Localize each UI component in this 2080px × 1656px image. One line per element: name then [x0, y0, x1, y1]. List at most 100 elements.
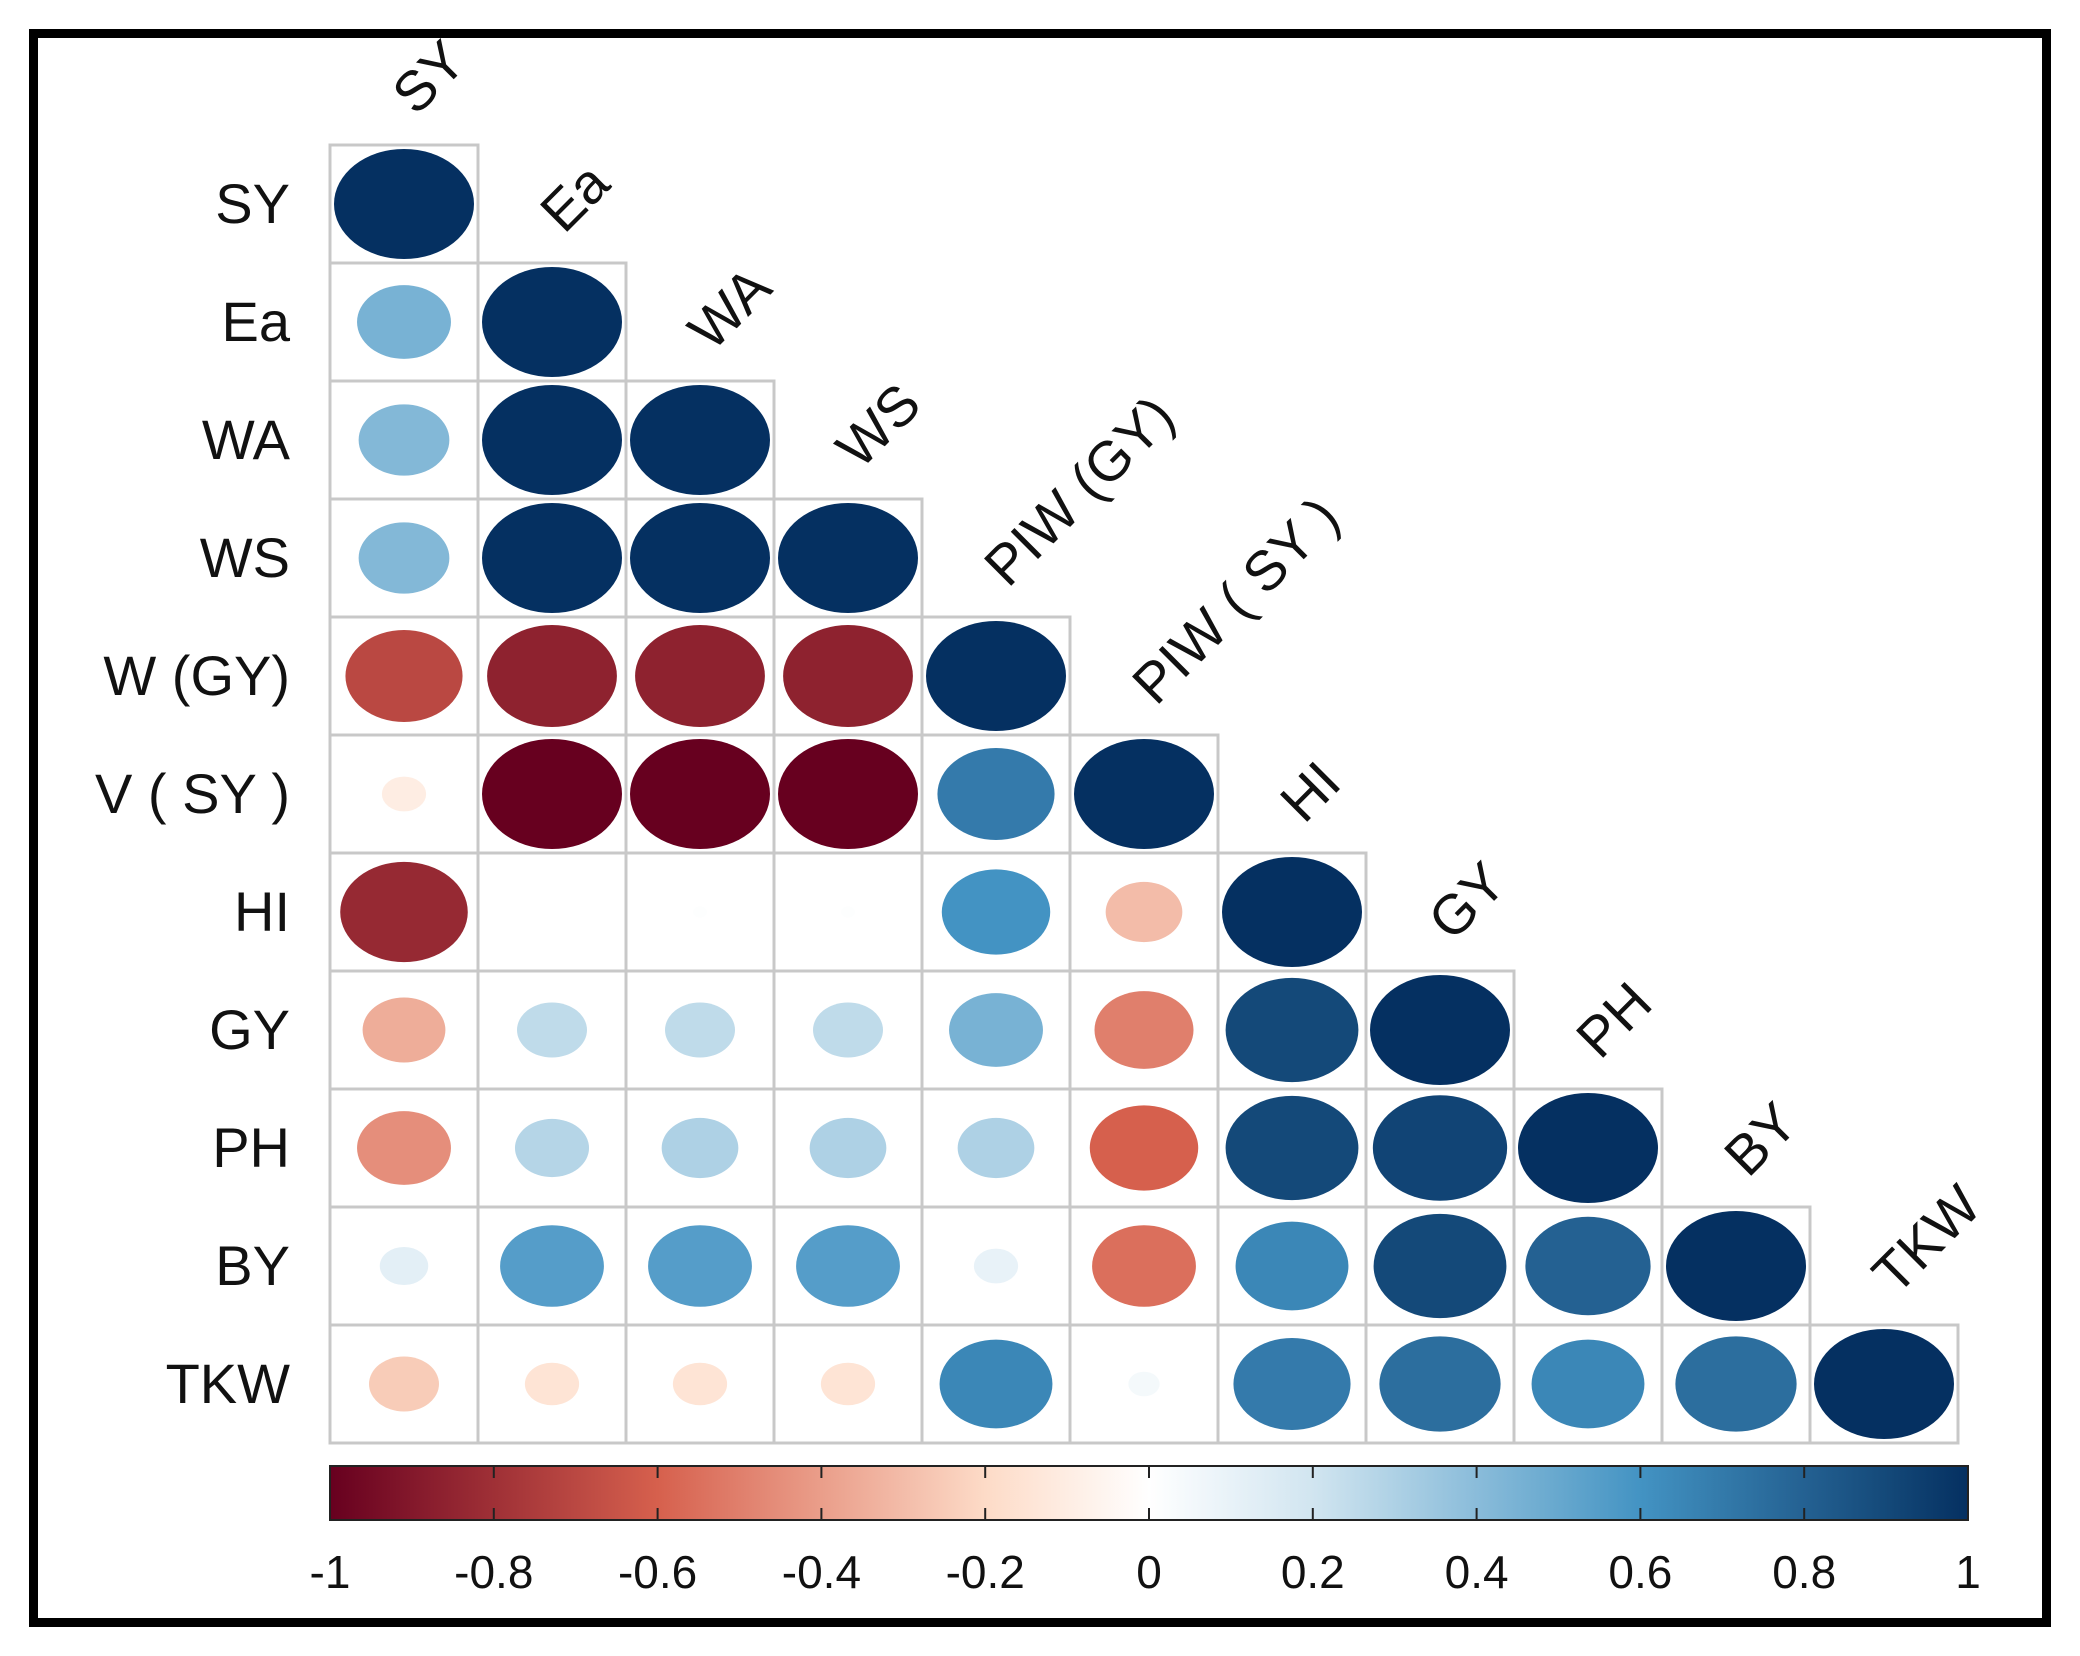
corr-circle-10-0	[369, 1356, 439, 1412]
corr-circle-9-6	[1235, 1221, 1349, 1311]
colorbar-tick-label: 0.4	[1445, 1546, 1509, 1598]
colorbar-tick-label: 0.8	[1772, 1546, 1836, 1598]
row-label: GY	[209, 998, 290, 1061]
row-label: WS	[200, 526, 290, 589]
colorbar-tick-label: -1	[310, 1546, 351, 1598]
corr-circle-8-7	[1372, 1095, 1508, 1201]
corr-circle-1-1	[482, 267, 622, 377]
corr-circle-5-2	[630, 739, 770, 849]
col-label: PIW ( SY )	[1120, 485, 1351, 716]
cell-10-10	[1808, 1323, 1960, 1445]
corr-circle-7-1	[517, 1002, 587, 1058]
corr-circle-9-7	[1373, 1213, 1507, 1319]
corr-circle-10-7	[1379, 1336, 1501, 1432]
corr-circle-10-10	[1814, 1329, 1954, 1439]
corr-circle-7-5	[1094, 991, 1194, 1069]
corr-circle-3-0	[358, 522, 450, 594]
colorbar-tick-label: -0.6	[618, 1546, 697, 1598]
row-label: HI	[234, 880, 290, 943]
corr-circle-7-6	[1225, 977, 1359, 1083]
corr-circle-6-0	[340, 861, 468, 963]
row-label: WA	[202, 408, 291, 471]
corr-circle-9-4	[973, 1248, 1019, 1284]
corr-circle-10-3	[820, 1362, 876, 1406]
col-label: WA	[676, 254, 783, 361]
col-label: Ea	[528, 150, 622, 244]
corr-circle-9-8	[1525, 1216, 1651, 1316]
row-label: W (GY)	[103, 644, 290, 707]
colorbar-tick-label: 0	[1136, 1546, 1162, 1598]
corr-circle-2-0	[358, 404, 450, 476]
corr-circle-6-2	[693, 906, 707, 918]
corr-circle-4-0	[345, 629, 463, 723]
colorbar-tick-label: -0.4	[782, 1546, 861, 1598]
corr-circle-10-5	[1128, 1371, 1160, 1397]
colorbar-tick-label: 0.2	[1281, 1546, 1345, 1598]
corr-circle-8-5	[1089, 1105, 1199, 1191]
colorbar-tick-label: -0.8	[454, 1546, 533, 1598]
row-label: PH	[212, 1116, 290, 1179]
corr-circle-3-1	[482, 503, 622, 613]
corr-circle-5-5	[1074, 739, 1214, 849]
corr-circle-8-3	[809, 1117, 887, 1179]
corr-circle-5-3	[778, 739, 918, 849]
col-label: GY	[1416, 850, 1518, 952]
colorbar-tick-label: -0.2	[946, 1546, 1025, 1598]
corr-circle-8-1	[514, 1118, 590, 1178]
corr-circle-10-8	[1531, 1339, 1645, 1429]
corr-circle-4-4	[926, 621, 1066, 731]
corr-circle-10-1	[524, 1362, 580, 1406]
corr-circle-7-4	[949, 993, 1043, 1067]
corr-circle-3-3	[778, 503, 918, 613]
corr-circle-10-6	[1233, 1337, 1351, 1431]
corr-circle-8-0	[357, 1111, 451, 1185]
corr-circle-6-6	[1222, 857, 1362, 967]
corr-circle-6-3	[841, 906, 855, 918]
corr-circle-9-0	[379, 1246, 429, 1286]
corr-circle-10-4	[939, 1339, 1053, 1429]
corr-circle-4-1	[487, 624, 617, 728]
col-label: HI	[1268, 749, 1352, 833]
col-label: SY	[380, 28, 477, 125]
corr-circle-5-1	[482, 739, 622, 849]
corr-circle-7-0	[362, 997, 446, 1063]
corr-circle-5-4	[937, 747, 1055, 841]
corr-circle-3-2	[630, 503, 770, 613]
colorbar-tick-label: 0.6	[1608, 1546, 1672, 1598]
corr-circle-9-2	[648, 1225, 752, 1307]
row-label: SY	[215, 172, 290, 235]
corr-circle-6-5	[1105, 881, 1183, 943]
cell-6-1	[476, 851, 628, 973]
corr-circle-8-6	[1225, 1095, 1359, 1201]
corr-circle-1-0	[357, 285, 451, 359]
row-label: V ( SY )	[95, 762, 290, 825]
corr-circle-9-1	[500, 1225, 604, 1307]
corr-circle-9-3	[796, 1225, 900, 1307]
corr-circle-8-8	[1518, 1093, 1658, 1203]
row-label: Ea	[222, 290, 291, 353]
col-label: TKW	[1860, 1173, 1993, 1306]
col-label: PH	[1564, 970, 1664, 1070]
corr-circle-7-3	[813, 1002, 883, 1058]
col-label: WS	[824, 371, 932, 479]
corr-circle-2-1	[482, 385, 622, 495]
corr-circle-10-2	[672, 1362, 728, 1406]
col-label: BY	[1712, 1090, 1809, 1187]
corr-circle-0-0	[334, 149, 474, 259]
corr-circle-6-4	[941, 869, 1051, 955]
row-label: BY	[215, 1234, 290, 1297]
corr-circle-4-3	[783, 624, 913, 728]
corr-circle-5-0	[381, 776, 427, 812]
corr-circle-2-2	[630, 385, 770, 495]
corr-circle-4-2	[635, 624, 765, 728]
corr-circle-7-7	[1370, 975, 1510, 1085]
row-label: TKW	[166, 1352, 291, 1415]
col-label: PIW (GY)	[972, 384, 1186, 598]
corr-circle-8-4	[957, 1117, 1035, 1179]
corr-circle-9-9	[1666, 1211, 1806, 1321]
corr-circle-7-2	[665, 1002, 735, 1058]
corr-circle-9-5	[1092, 1225, 1196, 1307]
corr-circle-10-9	[1675, 1336, 1797, 1432]
corr-circle-8-2	[661, 1117, 739, 1179]
